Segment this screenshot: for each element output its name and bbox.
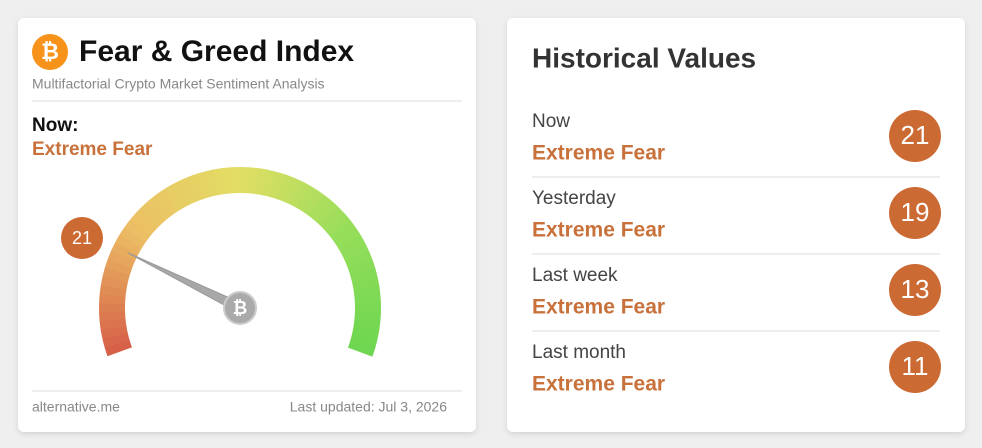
arc-segment <box>350 267 378 283</box>
arc-segment <box>347 259 376 276</box>
arc-segment <box>170 180 191 208</box>
history-badge <box>889 264 941 316</box>
history-title: Historical Values <box>532 42 756 73</box>
arc-segment <box>99 293 126 305</box>
arc-segment <box>289 180 310 208</box>
arc-segment <box>102 267 130 283</box>
arc-segment <box>347 340 376 357</box>
arc-segment <box>195 171 212 199</box>
arc-segment <box>341 242 369 262</box>
history-value: 13 <box>901 274 930 304</box>
bitcoin-symbol: ₿ <box>41 39 59 64</box>
arc-segment <box>314 200 339 226</box>
history-label: Yesterday <box>532 188 616 209</box>
history-badge <box>889 110 941 162</box>
arc-segment <box>308 194 332 221</box>
history-value: 21 <box>901 120 930 150</box>
gauge-title: Fear & Greed Index <box>79 35 354 68</box>
source: alternative.me <box>32 399 120 415</box>
arc-segment <box>213 168 226 196</box>
gauge-subtitle: Multifactorial Crypto Market Sentiment A… <box>32 76 325 92</box>
arc-segment <box>102 332 130 348</box>
arc-segment <box>155 189 178 216</box>
arc-segment <box>104 339 132 357</box>
arc-segment <box>353 318 381 331</box>
arc-segment <box>135 206 161 231</box>
arc-segment <box>99 310 126 322</box>
arc-segment <box>111 242 139 262</box>
arc-segment <box>222 167 234 194</box>
arc-segment <box>119 226 147 249</box>
arc-segment <box>104 258 133 276</box>
arc-segment <box>124 219 151 243</box>
arc-segment <box>324 213 351 237</box>
needle-hub <box>223 291 257 325</box>
arc-segment <box>100 325 128 339</box>
bitcoin-icon <box>32 34 68 70</box>
hub-symbol: ₿ <box>233 298 248 318</box>
now-label: Now: <box>32 115 78 136</box>
arc-segment <box>261 169 277 197</box>
history-classification: Extreme Fear <box>532 219 665 242</box>
arc-segment <box>142 200 166 226</box>
arc-segment <box>100 275 129 290</box>
value-badge-text: 21 <box>72 228 92 248</box>
history-badge <box>889 341 941 393</box>
history-label: Last week <box>532 265 618 286</box>
updated: Last updated: Jul 3, 2026 <box>290 399 447 415</box>
arc-segment <box>254 168 268 196</box>
arc-segment <box>163 184 185 212</box>
arc-segment <box>282 177 302 205</box>
arc-segment <box>107 250 136 269</box>
arc-segment <box>338 234 366 256</box>
arc-segment <box>352 325 380 340</box>
now-classification: Extreme Fear <box>32 139 153 160</box>
history-label: Last month <box>532 342 626 363</box>
history-value: 11 <box>902 351 929 381</box>
arc-segment <box>296 185 318 212</box>
arc-segment <box>354 311 381 322</box>
arc-segment <box>204 169 219 197</box>
arc-segment <box>329 219 356 243</box>
value-badge <box>61 217 103 259</box>
arc-segment <box>99 318 127 331</box>
arc-segment <box>354 294 381 305</box>
arc-segment <box>99 284 127 297</box>
arc-segment <box>247 167 259 195</box>
history-classification: Extreme Fear <box>532 142 665 165</box>
arc-segment <box>302 189 325 217</box>
gauge-arc <box>99 167 381 357</box>
history-value: 19 <box>901 197 930 227</box>
arc-segment <box>353 285 381 298</box>
arc-segment <box>350 333 378 349</box>
arc-segment <box>129 212 156 237</box>
history-card <box>507 18 965 432</box>
arc-segment <box>334 227 361 249</box>
history-label: Now <box>532 111 570 132</box>
arc-segment <box>269 171 285 199</box>
history-classification: Extreme Fear <box>532 373 665 396</box>
history-badge <box>889 187 941 239</box>
arc-segment <box>115 234 143 255</box>
arc-segment <box>319 206 345 231</box>
arc-segment <box>148 194 172 221</box>
arc-segment <box>352 276 380 290</box>
arc-segment <box>345 250 373 269</box>
history-classification: Extreme Fear <box>532 296 665 319</box>
arc-segment <box>187 174 205 202</box>
arc-segment <box>276 174 294 202</box>
arc-segment <box>178 177 198 205</box>
